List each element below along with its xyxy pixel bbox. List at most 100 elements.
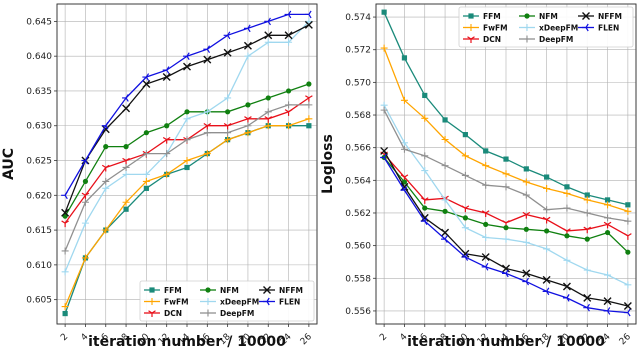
data-point [61,208,70,217]
data-point [122,170,130,178]
plot-frame [56,3,318,325]
data-point [143,130,149,136]
data-point [184,164,190,171]
data-point [142,177,150,185]
data-point [420,197,429,204]
legend-item-deepfm: DeepFM [519,35,573,44]
data-point [61,268,69,276]
data-point [502,235,510,243]
data-point [264,122,272,130]
data-point [101,121,109,130]
data-point [61,220,69,228]
data-point [101,164,110,172]
data-point [381,9,387,15]
data-point [422,92,428,99]
data-point [543,245,551,253]
data-point [81,192,90,200]
x-tick-label: 6 [100,332,111,343]
data-point [583,266,591,274]
data-point [542,287,550,296]
data-point [481,263,489,271]
data-point [503,225,509,231]
legend-marker [582,12,590,20]
y-tick-label: 0.566 [345,144,371,154]
data-point [502,269,509,278]
data-point [243,41,252,50]
data-point [482,181,490,189]
legend-item-flen: FLEN [578,24,619,33]
data-point [380,153,387,162]
x-tick-label: 4 [79,332,90,343]
data-point [101,125,110,134]
data-point [420,213,429,222]
y-tick-label: 0.570 [345,78,371,88]
legend: FFM FwFM DCN NFM xDeepFM DeepFM NFFM FLEN [458,6,634,48]
data-point [244,116,252,123]
data-point [265,95,271,101]
y-tick-label: 0.556 [345,307,371,317]
legend-label: xDeepFM [220,298,259,307]
legend-item-xdeepfm: xDeepFM [200,298,259,307]
data-point [522,211,531,219]
legend-item-flen: FLEN [259,298,300,307]
x-axis-label: iteration number / 10000 [407,334,605,350]
legend-marker [204,309,212,317]
data-point [62,310,68,317]
data-point [81,198,89,206]
series-nfm [381,154,631,255]
data-point [441,162,449,170]
data-point [285,88,292,94]
legend-marker [523,35,531,43]
legend-label: NFFM [279,286,303,295]
legend-item-nfm: NFM [200,286,239,295]
legend-marker [523,24,531,31]
data-point [203,55,212,64]
data-point [482,162,490,170]
data-point [122,94,129,102]
legend-label: FFM [164,286,182,295]
data-point [122,104,131,113]
y-tick-label: 0.574 [345,13,371,23]
legend-item-nfm: NFM [519,12,558,21]
data-point [421,152,429,160]
legend-item-ffm: FFM [144,286,182,295]
data-point [142,150,150,158]
data-point [223,123,232,130]
legend-box [458,6,634,48]
data-point [523,226,529,232]
x-axis-label: iteration number / 10000 [88,334,286,350]
y-tick-label: 0.625 [26,157,52,167]
y-tick-label: 0.610 [26,261,52,271]
data-point [244,129,252,137]
data-point [142,170,150,178]
data-point [461,249,470,258]
data-point [523,166,529,172]
data-point [122,198,130,206]
chart-panel-1: 2 4 6 8 10 12 14 16 18 20 22 24 260.6050.6100.6150.6… [1,3,318,350]
series-deepfm [380,106,632,225]
legend-marker [148,298,156,305]
data-point [223,48,232,57]
data-point [584,236,590,242]
data-point [223,31,231,40]
data-point [441,235,448,243]
data-point [400,145,408,153]
data-point [564,233,570,239]
x-tick-label: 26 [618,332,633,347]
data-point [142,80,151,88]
legend-label: DCN [483,35,501,44]
data-point [164,123,170,129]
data-point [264,116,273,123]
data-point [543,184,551,192]
data-point [122,157,130,165]
data-point [461,171,469,179]
data-point [380,106,388,114]
series-fwfm [380,44,632,215]
legend-item-xdeepfm: xDeepFM [519,24,578,33]
data-point [123,206,129,212]
data-point [544,228,550,234]
legend-marker [263,297,270,306]
data-point [441,228,450,237]
data-point [305,17,313,25]
series-xdeepfm [380,101,632,289]
